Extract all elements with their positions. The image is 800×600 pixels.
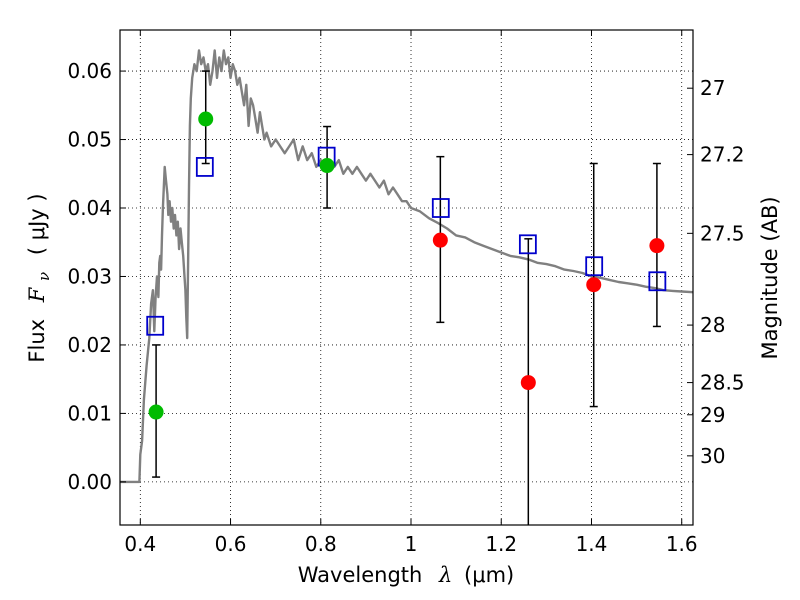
y-tick-label: 0.01 (67, 401, 112, 425)
model-photometry-square (146, 315, 165, 336)
x-tick-label: 0.8 (305, 532, 337, 556)
grid (120, 30, 693, 525)
x-axis-label: Wavelength λ (μm) (298, 563, 514, 587)
y2-tick-label: 29 (700, 403, 725, 427)
y-tick-label: 0.03 (67, 264, 112, 288)
y2-tick-label: 27 (700, 76, 725, 100)
observed-point (432, 232, 448, 248)
model-photometry-square (518, 234, 537, 255)
y-tick-label: 0.00 (67, 470, 112, 494)
x-axis-label-prefix: Wavelength (298, 563, 423, 587)
observed-point (649, 238, 665, 254)
x-tick-label: 0.6 (215, 532, 247, 556)
y-axis-label-symbol: F (25, 286, 49, 303)
y-tick-label: 0.05 (67, 128, 112, 152)
model-photometry-square (431, 198, 450, 218)
y2-axis-label: Magnitude (AB) (758, 196, 782, 359)
y-axis-label-prefix: Flux (25, 319, 49, 363)
x-tick-label: 1.6 (666, 532, 698, 556)
x-tick-label: 1 (405, 532, 418, 556)
y-tick-label: 0.04 (67, 196, 112, 220)
sed-model-line (120, 49, 693, 484)
x-axis-label-unit: (μm) (464, 563, 514, 587)
x-tick-label: 1.2 (485, 532, 517, 556)
observed-point (520, 375, 536, 391)
y-tick-label: 0.06 (67, 59, 112, 83)
plot-area (120, 49, 693, 525)
y2-tick-label: 27.5 (700, 221, 745, 245)
observed-point (148, 404, 164, 420)
plot-content (120, 49, 693, 525)
axes: 0.4 0.6 0.8 1 1.2 1.4 1.6 0.00 0.01 0.02 0.03 0.04 0… (67, 30, 745, 556)
x-axis-label-symbol: λ (438, 563, 452, 587)
y-tick-label: 0.02 (67, 333, 112, 357)
y2-tick-label: 28.5 (700, 371, 745, 395)
observed-point (319, 158, 335, 174)
model-photometry-square (585, 256, 604, 277)
y2-tick-label: 27.2 (700, 143, 745, 167)
y-axis-label: Flux F ν ( μJy ) (25, 193, 54, 362)
observed-point (586, 277, 602, 293)
observed-point (198, 111, 214, 127)
y2-tick-label: 30 (700, 444, 725, 468)
plot-frame (119, 29, 694, 526)
y2-tick-label: 28 (700, 313, 725, 337)
x-tick-label: 0.4 (124, 532, 156, 556)
y-axis-label-subscript: ν (35, 272, 53, 281)
model-photometry-square (648, 271, 667, 292)
x-tick-label: 1.4 (576, 532, 608, 556)
y-axis-label-unit: ( μJy ) (25, 193, 49, 255)
model-photometry-square (195, 157, 214, 177)
